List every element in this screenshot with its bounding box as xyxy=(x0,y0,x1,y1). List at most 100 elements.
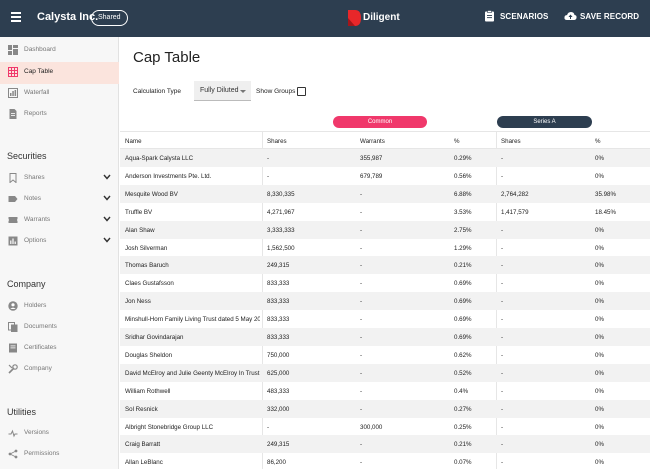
column-header-shares[interactable]: Shares xyxy=(267,138,287,145)
utilities-section-title: Utilities xyxy=(7,407,37,417)
table-row[interactable]: Allan LeBlanc 86,200 - 0.07% - 0% xyxy=(120,453,650,469)
column-header-warrants[interactable]: Warrants xyxy=(360,138,385,145)
column-header-series-a-shares[interactable]: Shares xyxy=(501,138,521,145)
tag-icon xyxy=(8,196,18,202)
table-row[interactable]: Sridhar Govindarajan 833,333 - 0.69% - 0% xyxy=(120,328,650,346)
company-section-title: Company xyxy=(7,279,46,289)
show-groups-checkbox[interactable] xyxy=(297,87,306,96)
table-cell-shares: - xyxy=(267,423,270,431)
sidebar-item-label: Certificates xyxy=(24,344,57,351)
sidebar-item-dashboard[interactable]: Dashboard xyxy=(0,40,119,62)
table-cell-name: Truffle BV xyxy=(125,208,153,216)
chevron-down-icon[interactable] xyxy=(103,195,111,201)
table-cell-shares: - xyxy=(267,172,270,180)
sidebar-item-label: Holders xyxy=(24,302,47,309)
table-cell-warrants: - xyxy=(360,244,363,252)
table-cell-warrants: - xyxy=(360,351,363,359)
table-row[interactable]: Craig Barratt 249,315 - 0.21% - 0% xyxy=(120,435,650,454)
table-row[interactable]: Aqua-Spark Calysta LLC - 355,987 0.29% - 0% xyxy=(120,149,650,167)
table-cell-warrants: - xyxy=(360,316,363,324)
sidebar-item-company[interactable]: Company xyxy=(0,359,119,381)
table-cell-sa-pct: 0% xyxy=(595,226,604,234)
chevron-down-icon[interactable] xyxy=(103,216,111,222)
table-cell-name: Claes Gustafsson xyxy=(125,280,174,288)
table-cell-sa-shares: - xyxy=(501,459,504,467)
table-cell-sa-shares: - xyxy=(501,262,504,270)
sidebar-item-options[interactable]: Options xyxy=(0,231,119,253)
sidebar-item-permissions[interactable]: Permissions xyxy=(0,444,119,466)
table-cell-name: Douglas Sheldon xyxy=(125,351,173,359)
table-cell-warrants: - xyxy=(360,280,363,288)
table-cell-shares: 833,333 xyxy=(267,298,290,306)
sidebar-item-warrants[interactable]: Warrants xyxy=(0,210,119,232)
table-row[interactable]: Mesquite Wood BV 8,330,335 - 6.88% 2,764,282… xyxy=(120,184,650,203)
person-icon xyxy=(8,301,18,311)
table-cell-pct: 6.88% xyxy=(454,190,472,198)
files-icon xyxy=(8,322,18,332)
table-row[interactable]: Albright Stonebridge Group LLC - 300,000 0.… xyxy=(120,418,650,436)
table-row[interactable]: Josh Silverman 1,562,500 - 1.29% - 0% xyxy=(120,239,650,257)
column-header-series-a-percent[interactable]: % xyxy=(595,138,601,145)
table-cell-sa-shares: - xyxy=(501,226,504,234)
table-cell-sa-shares: - xyxy=(501,423,504,431)
sidebar-item-label: Dashboard xyxy=(24,46,56,53)
sidebar-item-holders[interactable]: Holders xyxy=(0,296,119,318)
bookmark-icon xyxy=(9,173,17,183)
chevron-down-icon[interactable] xyxy=(103,174,111,180)
page-title: Cap Table xyxy=(133,49,201,66)
table-cell-pct: 2.75% xyxy=(454,226,472,234)
table-cell-sa-shares: - xyxy=(501,172,504,180)
sidebar-item-notes[interactable]: Notes xyxy=(0,189,119,211)
table-row[interactable]: Claes Gustafsson 833,333 - 0.69% - 0% xyxy=(120,274,650,292)
app-title: Calysta Inc. xyxy=(37,11,99,23)
table-cell-pct: 0.69% xyxy=(454,316,472,324)
table-cell-pct: 0.62% xyxy=(454,351,472,359)
sidebar-item-cap-table[interactable]: Cap Table xyxy=(0,62,119,84)
clipboard-icon xyxy=(485,10,494,22)
table-cell-name: Mesquite Wood BV xyxy=(125,190,178,198)
table-cell-shares: 249,315 xyxy=(267,262,290,270)
ticket-icon xyxy=(8,217,18,223)
table-cell-sa-pct: 0% xyxy=(595,280,604,288)
table-row[interactable]: Thomas Baruch 249,315 - 0.21% - 0% xyxy=(120,256,650,275)
top-bar: Calysta Inc. Shared Diligent SCENARIOS S… xyxy=(0,0,650,37)
calculation-type-select[interactable]: Fully Diluted xyxy=(194,81,251,101)
securities-section-title: Securities xyxy=(7,151,47,161)
sidebar-item-label: Documents xyxy=(24,323,57,330)
column-header-percent[interactable]: % xyxy=(454,138,460,145)
table-cell-warrants: 300,000 xyxy=(360,423,383,431)
table-cell-warrants: - xyxy=(360,334,363,341)
sidebar-item-versions[interactable]: Versions xyxy=(0,423,119,445)
sidebar-item-shares[interactable]: Shares xyxy=(0,168,119,190)
table-cell-name: Aqua-Spark Calysta LLC xyxy=(125,155,194,162)
shared-badge: Shared xyxy=(91,10,128,26)
table-cell-name: Josh Silverman xyxy=(125,244,168,252)
table-cell-warrants: - xyxy=(360,190,363,198)
table-row[interactable]: Sol Resnick 332,000 - 0.27% - 0% xyxy=(120,399,650,418)
table-row[interactable]: Douglas Sheldon 750,000 - 0.62% - 0% xyxy=(120,346,650,364)
table-row[interactable]: Truffle BV 4,271,967 - 3.53% 1,417,579 18.45% xyxy=(120,203,650,221)
table-cell-shares: 833,333 xyxy=(267,316,290,324)
hamburger-menu-icon[interactable] xyxy=(11,12,21,22)
table-cell-shares: 750,000 xyxy=(267,351,290,359)
table-cell-sa-pct: 0% xyxy=(595,244,604,252)
sidebar-item-certificates[interactable]: Certificates xyxy=(0,338,119,360)
sidebar-item-waterfall[interactable]: Waterfall xyxy=(0,83,119,105)
table-row[interactable]: Anderson Investments Pte. Ltd. - 679,789 0.… xyxy=(120,167,650,185)
table-row[interactable]: Alan Shaw 3,333,333 - 2.75% - 0% xyxy=(120,220,650,239)
chevron-down-icon[interactable] xyxy=(103,237,111,243)
table-cell-warrants: - xyxy=(360,208,363,216)
calculation-type-value: Fully Diluted xyxy=(200,87,239,94)
table-cell-pct: 0.69% xyxy=(454,298,472,306)
table-row[interactable]: William Rothwell 483,333 - 0.4% - 0% xyxy=(120,382,650,400)
table-row[interactable]: David McElroy and Julie Geenty McElroy I… xyxy=(120,363,650,382)
brand-name: Diligent xyxy=(363,12,400,23)
column-header-name[interactable]: Name xyxy=(125,138,142,145)
diligent-logo-icon xyxy=(348,10,361,26)
sidebar-item-reports[interactable]: Reports xyxy=(0,104,119,126)
table-cell-pct: 0.4% xyxy=(454,387,469,395)
table-cell-pct: 0.25% xyxy=(454,423,472,431)
sidebar-item-documents[interactable]: Documents xyxy=(0,317,119,339)
table-row[interactable]: Minshull-Horn Family Living Trust dated … xyxy=(120,310,650,328)
table-row[interactable]: Jon Ness 833,333 - 0.69% - 0% xyxy=(120,292,650,311)
